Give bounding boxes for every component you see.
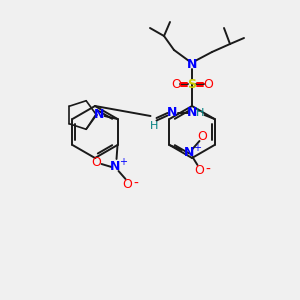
Text: N: N — [184, 146, 195, 160]
Text: N: N — [187, 58, 197, 70]
Text: N: N — [110, 160, 121, 173]
Text: N: N — [94, 109, 105, 122]
Text: -: - — [133, 177, 138, 191]
Text: +: + — [194, 143, 202, 153]
Text: O: O — [197, 130, 207, 142]
Text: O: O — [123, 178, 133, 190]
Text: O: O — [194, 164, 204, 176]
Text: -: - — [205, 163, 210, 177]
Text: O: O — [171, 77, 181, 91]
Text: +: + — [119, 157, 128, 167]
Text: H: H — [150, 121, 159, 131]
Text: H: H — [196, 108, 205, 118]
Text: N: N — [167, 106, 178, 119]
Text: S: S — [188, 77, 196, 91]
Text: O: O — [92, 157, 101, 169]
Text: O: O — [203, 77, 213, 91]
Text: N: N — [187, 106, 198, 119]
